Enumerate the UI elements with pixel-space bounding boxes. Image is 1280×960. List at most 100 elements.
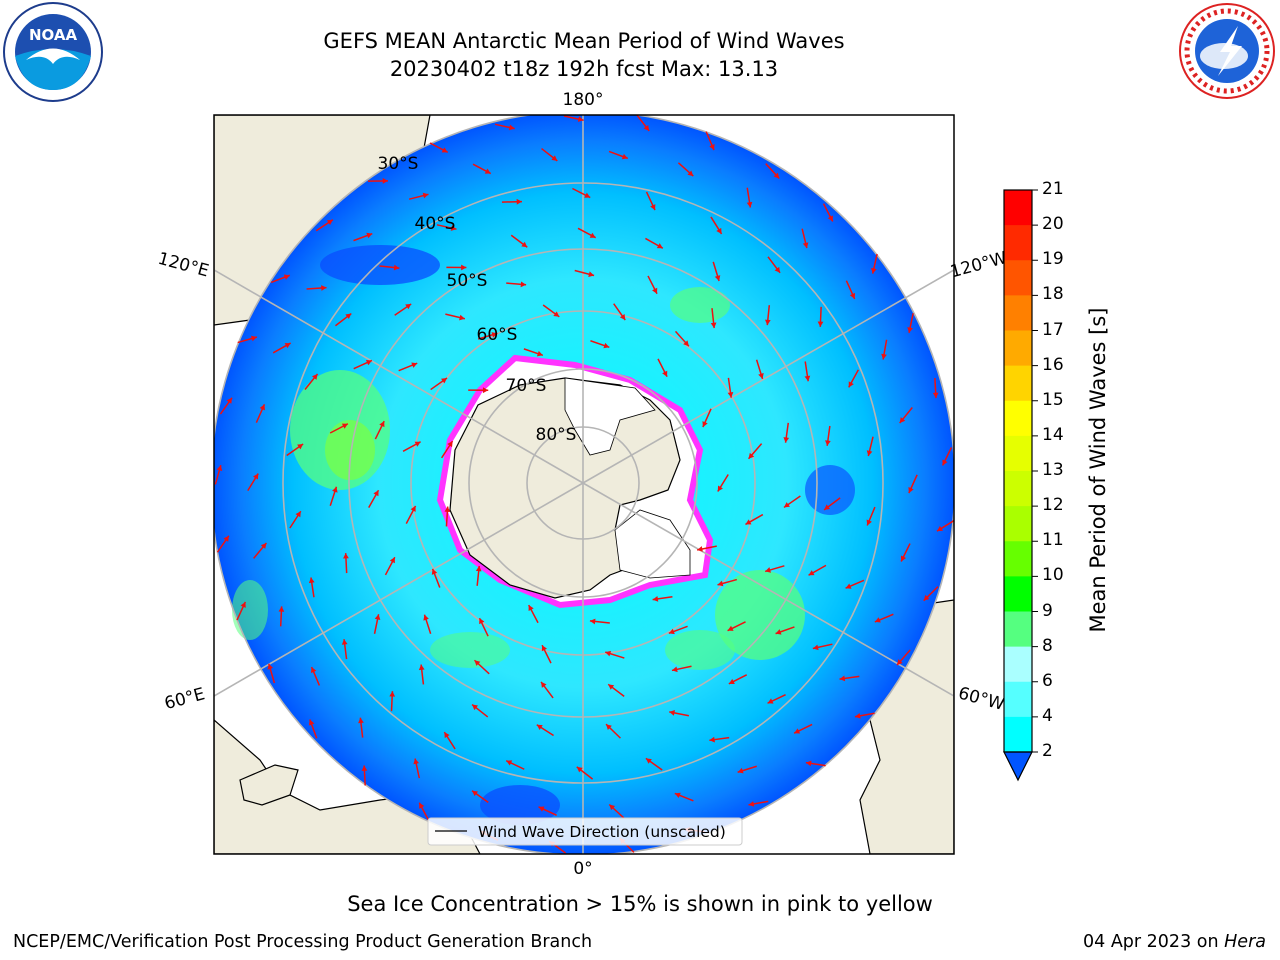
colorbar-segment [1004,681,1032,718]
wind-wave-arrowhead [805,760,812,767]
wind-wave-arrowhead [608,684,615,690]
colorbar-segment [1004,330,1032,367]
wind-wave-arrowhead [812,644,819,651]
wind-wave-arrowhead [283,274,290,280]
wind-wave-arrowhead [773,172,780,179]
lon-label-60w: 60°W [956,683,1007,715]
lat-label-80s: 80°S [536,425,577,445]
wind-wave-arrowhead [411,362,418,368]
wind-wave-arrowhead [259,404,265,411]
wind-wave-arrowhead [536,724,543,730]
colorbar-tick-label: 2 [1042,741,1053,761]
lat-label-60s: 60°S [477,325,518,345]
wind-wave-arrowhead [845,583,852,589]
wind-wave-arrowhead [774,266,781,273]
wind-wave-arrowhead [671,666,678,673]
wind-wave-arrowhead [260,542,267,549]
wind-wave-arrowhead [802,242,809,249]
wind-wave-arrowhead [907,327,913,333]
map-legend: Wind Wave Direction (unscaled) [427,817,743,846]
wind-wave-arrowhead [825,440,831,446]
wind-wave-arrowhead [414,441,421,447]
colorbar-extend-arrow [1003,751,1033,782]
colorbar-title: Mean Period of Wind Waves [s] [1086,307,1110,633]
wind-wave-arrowhead [541,645,547,652]
wind-wave-arrowhead [674,792,681,799]
colorbar-tick-label: 13 [1042,460,1064,480]
colorbar-tick-label: 11 [1042,530,1064,551]
wind-wave-arrowhead [332,486,338,493]
wind-wave-arrowhead [854,713,861,719]
wind-wave-arrowhead [748,801,755,807]
noaa-logo: NOAA [2,2,104,102]
wind-wave-arrowhead [297,443,304,450]
wind-wave-arrowhead [652,287,658,294]
wind-wave-arrowhead [521,241,528,248]
colorbar-segment [1004,190,1032,226]
wind-wave-arrowhead [405,303,412,310]
wind-wave-arrowhead [431,568,438,575]
wind-wave-arrowhead [441,147,448,153]
wind-wave-arrowhead [422,192,429,199]
wind-wave-arrowhead [643,124,650,131]
wind-wave-arrowhead [656,243,663,249]
wind-wave-arrowhead [687,170,694,177]
wind-wave-arrowhead [804,375,811,382]
ross-ice-shelf [564,377,656,456]
wind-wave-arrowhead [609,804,616,811]
wind-wave-arrowhead [541,681,547,688]
wind-wave-arrowhead [899,417,906,424]
colorbar-tick-label: 17 [1042,319,1064,340]
lat-label-40s: 40°S [415,214,456,234]
wind-wave-arrowhead [848,381,854,388]
wind-wave-arrowhead [536,350,543,357]
wind-wave-arrowhead [716,227,722,234]
wind-wave-arrowhead [748,452,755,459]
wind-wave-arrowhead [767,698,774,704]
lon-label-60e: 60°E [162,684,207,714]
wind-wave-arrowhead [447,441,453,448]
wind-wave-arrowhead [881,353,887,360]
wind-wave-arrowhead [310,667,317,673]
wind-wave-arrowhead [697,546,703,552]
wind-wave-arrowhead [908,487,914,494]
sea-ice-note: Sea Ice Concentration > 15% is shown in … [347,892,933,916]
footer-date-text: 04 Apr 2023 on [1083,932,1225,952]
wind-wave-arrowhead [216,465,223,472]
wind-wave-arrowhead [482,387,489,394]
colorbar-tick-label: 9 [1042,600,1053,621]
legend-label: Wind Wave Direction (unscaled) [478,823,726,841]
wind-wave-arrowhead [475,565,482,572]
wind-wave-arrowhead [278,606,285,612]
wind-wave-arrowhead [794,728,801,734]
wind-wave-arrowhead [308,577,315,584]
wind-wave-arrowhead [683,340,689,347]
wind-wave-arrowhead [491,332,498,338]
wind-wave-arrowhead [382,178,388,184]
colorbar-segment [1004,716,1032,753]
wind-wave-arrowhead [365,360,372,366]
colorbar-tick-label: 15 [1042,389,1064,410]
lon-label-0: 0° [573,859,592,879]
wind-wave-arrowhead [764,319,771,326]
lat-label-50s: 50°S [447,271,488,291]
colorbar-segment [1004,295,1032,331]
wind-wave-arrowhead [343,553,349,559]
wind-wave-arrowhead [942,459,948,466]
wind-wave-arrowhead [849,292,856,299]
wind-wave-arrowhead [710,322,717,329]
wind-wave-arrowhead [341,423,348,429]
wind-wave-arrowhead [621,153,628,160]
noaa-text: NOAA [29,26,78,44]
wind-wave-arrowhead [765,567,772,573]
wind-wave-arrowhead [808,570,815,576]
wind-wave-arrowhead [652,596,659,602]
wind-wave-arrowhead [226,397,233,404]
colorbar-tick-label: 20 [1042,214,1064,235]
wind-wave-arrowhead [538,806,545,812]
wind-wave-arrowhead [326,219,333,226]
wind-wave-arrowhead [345,313,352,320]
wind-wave-arrowhead [321,285,327,291]
colorbar-segment [1004,541,1032,577]
